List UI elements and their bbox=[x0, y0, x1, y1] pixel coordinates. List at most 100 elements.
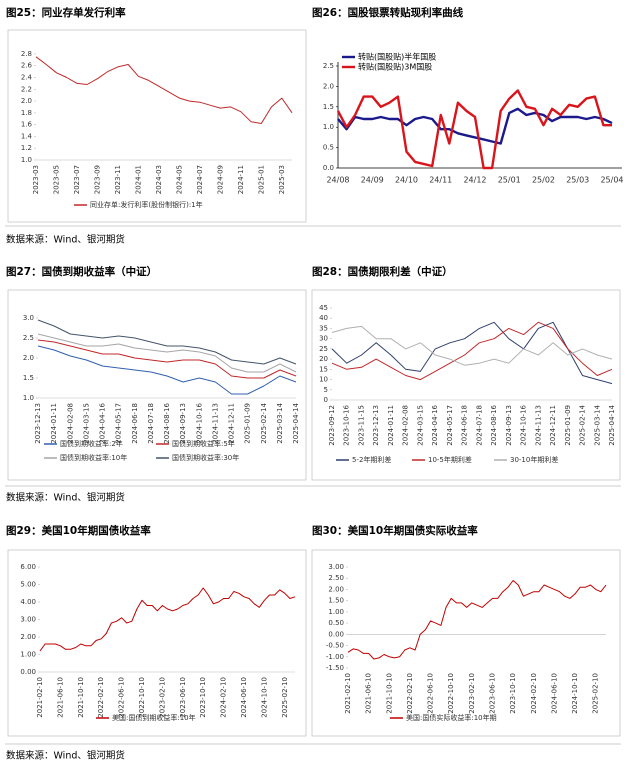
source-note: 数据来源：Wind、银河期货 bbox=[6, 750, 125, 762]
x-tick-label: 2024-04-16 bbox=[99, 402, 107, 443]
x-tick-label: 2024-12-11 bbox=[549, 405, 557, 446]
series-line bbox=[331, 321, 613, 381]
chart-frame bbox=[7, 549, 307, 737]
series-line bbox=[35, 56, 293, 124]
y-tick-label: 1.5 bbox=[323, 103, 334, 111]
series-line bbox=[37, 333, 297, 373]
y-tick-label: 2.5 bbox=[23, 334, 34, 342]
x-tick-label: 2023-11-15 bbox=[357, 405, 365, 446]
x-tick-label: 2023-10-10 bbox=[509, 673, 517, 714]
chart-frame bbox=[311, 289, 621, 481]
x-tick-label: 2024-08-16 bbox=[163, 402, 171, 443]
y-tick-label: 10 bbox=[319, 376, 328, 384]
series-line bbox=[347, 580, 607, 660]
y-tick-label: -1.00 bbox=[326, 653, 344, 661]
legend-label: 国债到期收益率:10年 bbox=[60, 453, 127, 462]
legend-label: 美国:国债实际收益率:10年期 bbox=[406, 713, 497, 722]
y-tick-label: 45 bbox=[319, 304, 328, 312]
y-tick-label: 2.50 bbox=[328, 574, 344, 582]
legend-label: 国债到期收益率:2年 bbox=[60, 439, 123, 448]
x-tick-label: 2022-10-10 bbox=[447, 673, 455, 714]
y-tick-label: 2.0 bbox=[23, 354, 34, 362]
y-tick-label: 1.6 bbox=[21, 121, 33, 129]
legend-label: 国债到期收益率:5年 bbox=[172, 439, 235, 448]
y-tick-label: 3.00 bbox=[328, 563, 344, 571]
y-tick-label: 5.00 bbox=[20, 581, 36, 589]
x-tick-label: 2024-01 bbox=[134, 165, 142, 194]
x-tick-label: 2024-12-11 bbox=[228, 403, 236, 444]
x-tick-label: 2023-09 bbox=[93, 165, 101, 194]
x-tick-label: 2024-08-16 bbox=[490, 404, 498, 445]
x-tick-label: 2024-09 bbox=[216, 165, 224, 194]
x-tick-label: 2024-09-13 bbox=[505, 405, 513, 446]
series-line bbox=[37, 345, 297, 395]
y-tick-label: 15 bbox=[319, 365, 328, 373]
x-tick-label: 2024-11-13 bbox=[534, 405, 542, 446]
y-tick-label: 5 bbox=[324, 386, 328, 394]
y-tick-label: 1.00 bbox=[20, 651, 36, 659]
y-tick-label: 1.0 bbox=[21, 156, 32, 164]
x-tick-label: 2025-03-14 bbox=[276, 402, 284, 443]
x-tick-label: 2021-06-10 bbox=[56, 677, 64, 718]
x-tick-label: 2023-12-13 bbox=[34, 403, 42, 444]
x-tick-label: 2024-01-11 bbox=[50, 403, 58, 444]
x-tick-label: 25/01 bbox=[498, 176, 521, 185]
x-tick-label: 2024-05-17 bbox=[446, 405, 454, 446]
x-tick-label: 2025-01-09 bbox=[244, 403, 252, 444]
x-tick-label: 2024-10-10 bbox=[571, 673, 579, 714]
legend-label: 10-5年期利差 bbox=[428, 455, 472, 464]
y-tick-label: 0.50 bbox=[328, 619, 344, 627]
series-line bbox=[37, 319, 297, 365]
x-tick-label: 2022-10-10 bbox=[138, 677, 146, 718]
x-tick-label: 2024-09-13 bbox=[179, 403, 187, 444]
x-tick-label: 2025-04-14 bbox=[608, 404, 616, 445]
x-tick-label: 2023-05 bbox=[52, 165, 60, 194]
y-tick-label: 25 bbox=[319, 345, 328, 353]
y-tick-label: 2.0 bbox=[323, 82, 334, 90]
source-note: 数据来源：Wind、银河期货 bbox=[6, 234, 125, 246]
x-tick-label: 2021-02-10 bbox=[344, 673, 352, 714]
x-tick-label: 24/11 bbox=[429, 176, 452, 185]
y-tick-label: 1.4 bbox=[21, 132, 33, 140]
x-tick-label: 2024-05-17 bbox=[115, 403, 123, 444]
figure-title: 图25：同业存单发行利率 bbox=[6, 6, 126, 19]
series-line bbox=[37, 339, 297, 379]
x-tick-label: 2023-11 bbox=[114, 165, 122, 194]
legend-label: 同业存单:发行利率(股份制银行):1年 bbox=[90, 200, 203, 209]
y-tick-label: 1.50 bbox=[328, 597, 344, 605]
y-tick-label: 2.4 bbox=[21, 73, 33, 81]
legend-label: 5-2年期利差 bbox=[352, 455, 391, 464]
y-tick-label: 2.5 bbox=[323, 62, 334, 70]
figure-title: 图29：美国10年期国债收益率 bbox=[6, 524, 151, 537]
x-tick-label: 2021-10-10 bbox=[77, 677, 85, 718]
x-tick-label: 2024-05 bbox=[175, 165, 183, 194]
y-tick-label: 0.00 bbox=[328, 630, 344, 638]
y-tick-label: 1.0 bbox=[23, 394, 34, 402]
chart-frame bbox=[7, 29, 307, 223]
y-tick-label: 0.5 bbox=[323, 144, 334, 152]
x-tick-label: 2023-02-10 bbox=[468, 673, 476, 714]
x-tick-label: 2024-10-16 bbox=[520, 404, 528, 445]
y-tick-label: 6.00 bbox=[20, 563, 36, 571]
x-tick-label: 2023-07 bbox=[73, 165, 81, 194]
figure-title: 图30：美国10年期国债实际收益率 bbox=[312, 524, 478, 537]
x-tick-label: 2023-06-10 bbox=[179, 677, 187, 718]
y-tick-label: 30 bbox=[319, 335, 328, 343]
y-tick-label: 35 bbox=[319, 324, 328, 332]
x-tick-label: 2024-10-10 bbox=[260, 677, 268, 718]
legend-label: 转贴(国股贴)3M国股 bbox=[358, 62, 432, 72]
x-tick-label: 2023-06-10 bbox=[488, 673, 496, 714]
y-tick-label: 0.00 bbox=[20, 668, 36, 676]
y-tick-label: 2.8 bbox=[21, 50, 32, 58]
x-tick-label: 2025-02-14 bbox=[579, 404, 587, 445]
y-tick-label: 2.2 bbox=[21, 85, 32, 93]
x-tick-label: 2024-06-10 bbox=[240, 677, 248, 718]
legend-label: 30-10年期利差 bbox=[510, 455, 558, 464]
series-line bbox=[39, 587, 296, 652]
x-tick-label: 2022-02-10 bbox=[97, 677, 105, 718]
x-tick-label: 2024-11 bbox=[237, 165, 245, 194]
x-tick-label: 2025-02-10 bbox=[281, 677, 289, 718]
x-tick-label: 2024-06-10 bbox=[550, 673, 558, 714]
x-tick-label: 2024-01-11 bbox=[387, 405, 395, 446]
y-tick-label: 2.00 bbox=[328, 585, 344, 593]
